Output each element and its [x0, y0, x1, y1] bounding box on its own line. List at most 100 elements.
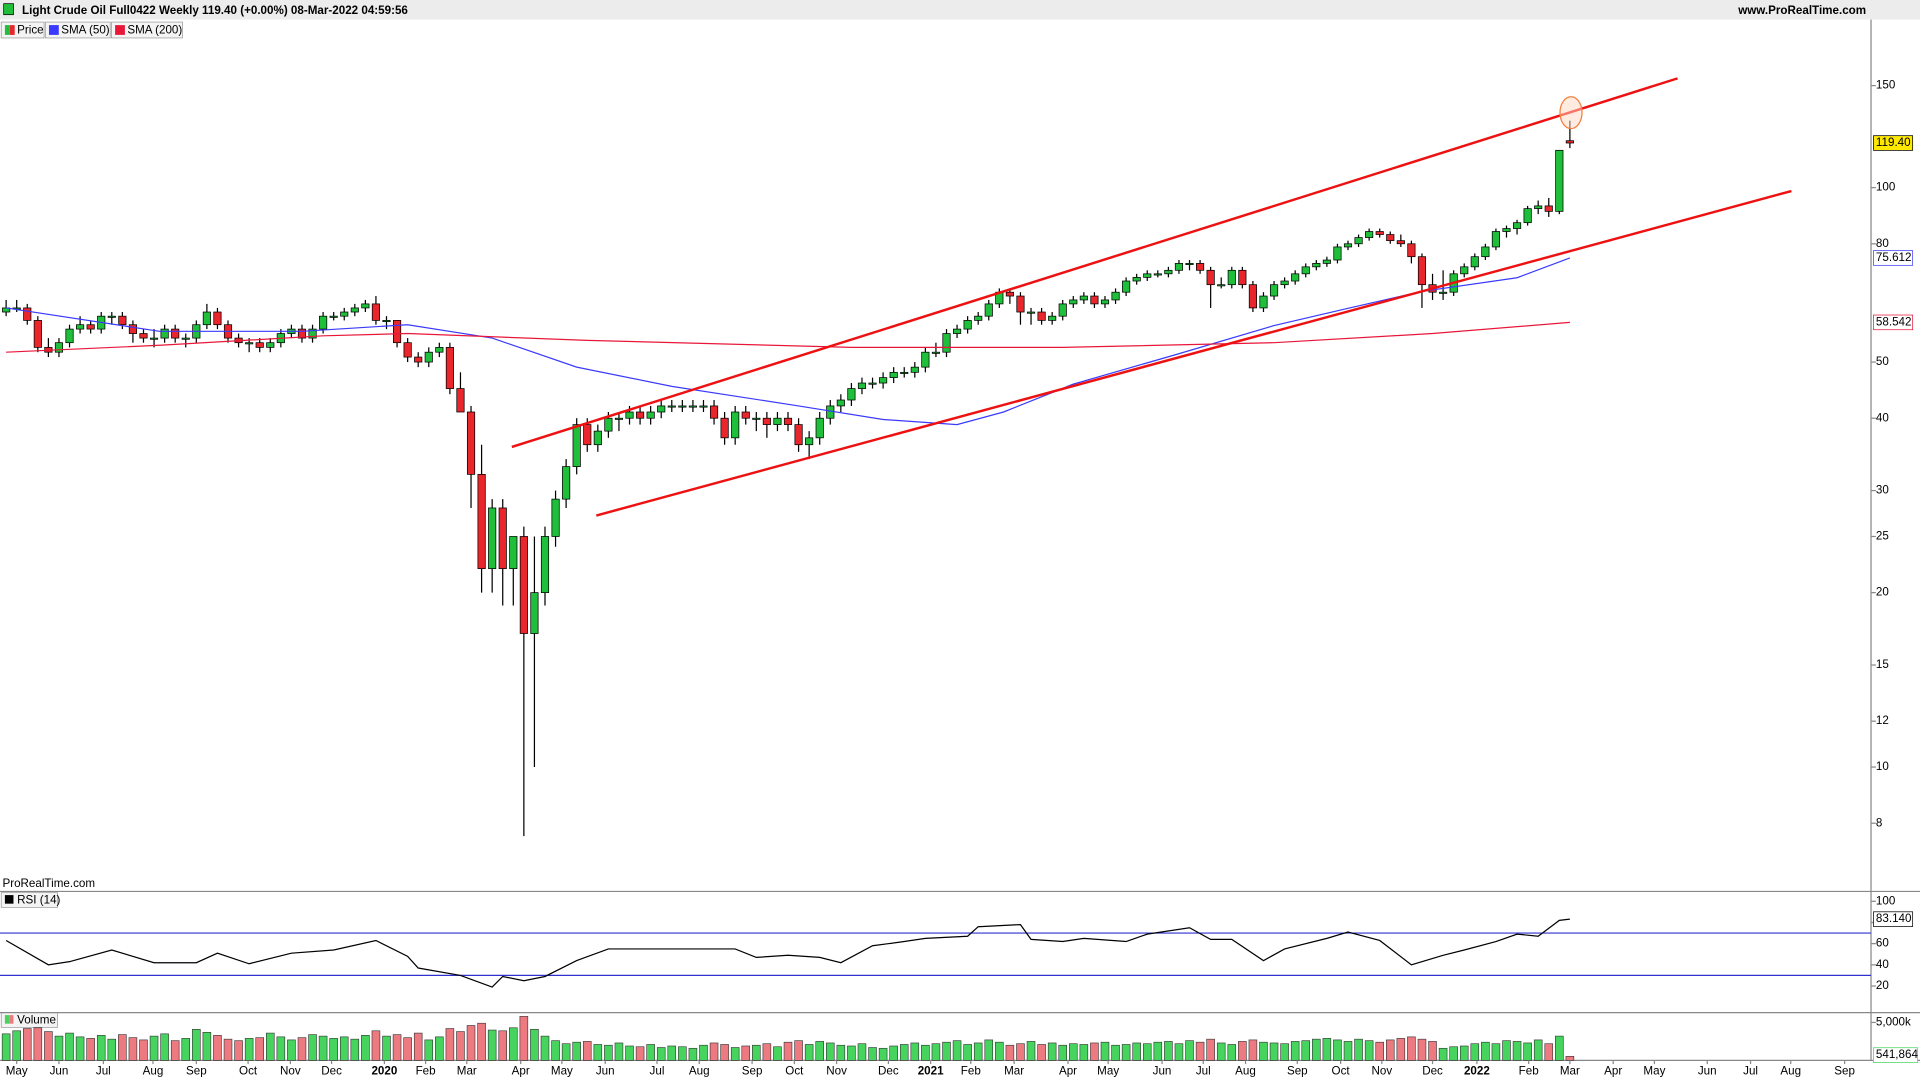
candle-body — [593, 430, 602, 446]
y-tick-label: 100 — [1876, 181, 1896, 194]
volume-bar — [1565, 1055, 1575, 1061]
volume-bar — [435, 1036, 444, 1061]
candle-body — [245, 342, 254, 345]
volume-bar — [1459, 1045, 1469, 1061]
volume-bar — [889, 1045, 898, 1061]
panel-label: Volume — [17, 1014, 56, 1027]
volume-bar — [1438, 1047, 1448, 1061]
candle-body — [1164, 269, 1173, 275]
volume-bar — [1248, 1039, 1258, 1061]
candle-body — [688, 405, 697, 408]
candle-body — [699, 405, 708, 408]
candle-body — [805, 437, 814, 446]
plot-area: 150 100 80 50 40 30 25 20 15 12 10 8 119.40 75.612 58.… — [0, 79, 1918, 1078]
volume-bar — [551, 1040, 560, 1061]
volume-bar — [709, 1042, 719, 1061]
x-tick-label: Dec — [1422, 1065, 1443, 1078]
candle-body — [160, 328, 169, 339]
volume-bar — [1502, 1040, 1511, 1061]
legend-swatch — [9, 1015, 14, 1024]
volume-bar — [1047, 1042, 1057, 1061]
candle-body — [1343, 243, 1353, 248]
candle-body — [350, 307, 359, 313]
volume-bar — [202, 1032, 212, 1061]
volume-bar — [192, 1028, 201, 1061]
candle-body — [530, 592, 539, 634]
x-tick-label: Jun — [1153, 1065, 1172, 1078]
volume-bar — [86, 1038, 95, 1061]
y-tick-label: 10 — [1876, 760, 1889, 773]
volume-bar — [1005, 1044, 1015, 1061]
header-icon — [3, 3, 14, 16]
x-tick-label: Jul — [650, 1065, 665, 1078]
volume-bar — [1533, 1039, 1543, 1061]
y-tick-label: 40 — [1876, 958, 1889, 971]
volume-bar — [1523, 1042, 1532, 1061]
candle-body — [139, 333, 148, 339]
volume-bar — [403, 1037, 412, 1061]
volume-bar — [836, 1044, 846, 1061]
volume-bar — [1280, 1043, 1289, 1061]
x-tick-label: Nov — [280, 1065, 301, 1078]
candle-body — [33, 320, 42, 348]
volume-bar — [1312, 1038, 1321, 1061]
volume-bar — [762, 1043, 772, 1061]
volume-bar — [1333, 1039, 1342, 1061]
candle-body — [340, 311, 349, 317]
volume-bar — [487, 1029, 497, 1061]
volume-bar — [773, 1046, 782, 1061]
candle-body — [773, 417, 782, 425]
volume-bar — [181, 1038, 191, 1061]
candle-body — [1417, 256, 1427, 286]
candle-body — [794, 424, 803, 446]
trend-line — [596, 189, 1792, 517]
volume-bar — [815, 1041, 824, 1061]
volume-bar — [1069, 1043, 1078, 1061]
candle-body — [498, 507, 507, 570]
candle-body — [1470, 256, 1479, 268]
candle-body — [1544, 205, 1553, 212]
volume-bar — [160, 1033, 169, 1061]
y-tick-label: 150 — [1876, 79, 1896, 92]
volume-bar — [1153, 1041, 1163, 1061]
volume-bar — [244, 1038, 254, 1061]
candle-body — [213, 311, 222, 326]
last-value-box — [1873, 1047, 1918, 1063]
x-tick-label: Dec — [878, 1065, 899, 1078]
candle-body — [1111, 291, 1120, 301]
candle-body — [466, 411, 476, 475]
rsi-line — [5, 918, 1570, 988]
volume-bar — [1354, 1038, 1363, 1061]
legend-label: SMA (200) — [127, 24, 182, 37]
candle-body — [1291, 273, 1300, 282]
candle-body — [65, 328, 74, 344]
volume-bar — [984, 1039, 994, 1061]
volume-bar — [720, 1044, 729, 1061]
volume-bar — [1142, 1043, 1152, 1061]
x-tick-label: Nov — [1371, 1065, 1392, 1078]
volume-bar — [96, 1035, 106, 1061]
candle-body — [783, 417, 793, 425]
volume-bar — [952, 1040, 962, 1061]
legend-swatch — [4, 1015, 10, 1024]
candle-body — [910, 366, 919, 373]
legend-swatch — [4, 895, 14, 904]
y-tick-label: 20 — [1876, 586, 1889, 599]
volume-bar — [1428, 1041, 1437, 1061]
volume-bar — [1544, 1043, 1554, 1061]
drawings — [511, 77, 1792, 517]
candle-body — [118, 315, 127, 326]
candle-body — [889, 371, 898, 378]
x-tick-label: May — [6, 1065, 28, 1078]
candle-body — [540, 536, 550, 593]
x-tick-label: Feb — [1519, 1065, 1539, 1078]
volume-bar — [139, 1039, 148, 1061]
candle-body — [1481, 246, 1490, 258]
legend-swatch — [9, 25, 15, 35]
volume-bar — [424, 1039, 434, 1061]
volume-bar — [1058, 1044, 1067, 1061]
volume-bar — [699, 1044, 708, 1061]
volume-bar — [1079, 1044, 1089, 1061]
